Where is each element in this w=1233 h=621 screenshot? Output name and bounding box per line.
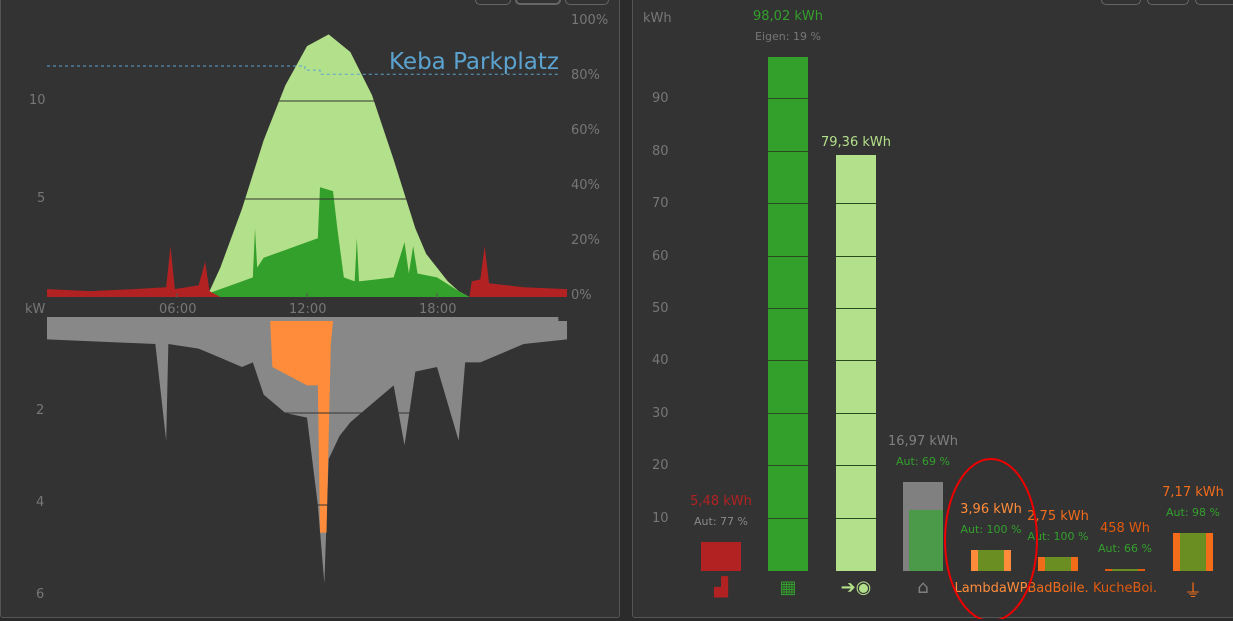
y-tick: 80	[652, 143, 669, 159]
pct-tick: 40%	[571, 178, 600, 193]
gridline	[836, 360, 876, 362]
y-tick: 6	[36, 587, 45, 602]
y-tick: 70	[652, 196, 669, 212]
x-tick: 18:00	[419, 302, 457, 317]
bar-value: 7,17 kWh	[1162, 485, 1224, 501]
gridline	[768, 412, 808, 414]
bar-value: 98,02 kWh	[753, 9, 823, 25]
x-tick: 12:00	[289, 302, 327, 317]
y-tick: 20	[652, 458, 669, 474]
power-chart-panel: 10 5 100% 80% 60% 40% 20% 0% kW 06:00 12…	[0, 0, 620, 618]
bar[interactable]	[1173, 533, 1213, 571]
bar-subtext: Aut: 77 %	[694, 515, 748, 529]
bar-value: 5,48 kWh	[690, 494, 752, 510]
y-tick: 40	[652, 353, 669, 369]
keba-annotation: Keba Parkplatz	[389, 49, 559, 75]
gridline	[768, 465, 808, 467]
gridline	[768, 517, 808, 519]
grid-export-icon: ➔◉	[840, 577, 872, 598]
bar[interactable]	[1105, 568, 1145, 571]
bar-value: 458 Wh	[1099, 520, 1151, 536]
gridline	[836, 307, 876, 309]
range-button-2[interactable]	[515, 0, 561, 5]
energy-bar-panel: kWh 90 80 70 60 50 40 30 20 10 5,48 kWh Aut: 77 %…	[632, 0, 1233, 619]
y-tick: 10	[652, 510, 669, 526]
range-button-b[interactable]	[1147, 0, 1189, 5]
y-tick: 5	[37, 191, 46, 206]
power-chart	[47, 34, 568, 584]
bar-name[interactable]: BadBoile.	[1027, 581, 1089, 596]
bar[interactable]	[903, 482, 943, 571]
unit-label: kW	[25, 302, 46, 317]
bar-self-part	[909, 509, 943, 571]
gridline	[768, 98, 808, 100]
unit-label: kWh	[643, 11, 672, 26]
bar-subtext: Aut: 100 %	[1027, 529, 1089, 543]
gridline	[836, 255, 876, 257]
gridline	[768, 150, 808, 152]
self-consumption-area	[198, 187, 470, 297]
bar-name[interactable]: KucheBoi.	[1092, 581, 1158, 596]
bar-value: 16,97 kWh	[888, 434, 958, 450]
x-tick: 06:00	[159, 302, 197, 317]
bar-value: 79,36 kWh	[821, 135, 891, 151]
bar[interactable]	[701, 542, 741, 571]
bar-subtext: Aut: 98 %	[1166, 506, 1220, 520]
gridline	[768, 307, 808, 309]
solar-panel-icon: ▦	[779, 577, 797, 598]
gridline	[836, 517, 876, 519]
pct-tick: 20%	[571, 233, 600, 248]
y-tick: 90	[652, 91, 669, 107]
gridline	[768, 203, 808, 205]
y-tick: 4	[36, 495, 45, 510]
bar[interactable]	[971, 550, 1011, 571]
factory-icon: ▟	[714, 577, 728, 598]
bar[interactable]	[836, 155, 876, 571]
y-tick: 10	[29, 93, 46, 108]
pct-tick: 100%	[571, 13, 609, 28]
gridline	[768, 255, 808, 257]
gridline	[768, 360, 808, 362]
pct-tick: 80%	[571, 68, 600, 83]
range-button-a[interactable]	[1101, 0, 1141, 5]
y-tick: 50	[652, 301, 669, 316]
range-button-c[interactable]	[1195, 0, 1233, 5]
y-tick: 30	[652, 405, 669, 421]
home-icon: ⌂	[917, 577, 929, 598]
grid-import-area	[47, 246, 568, 297]
gridline	[836, 465, 876, 467]
pct-tick: 0%	[571, 288, 592, 303]
bar[interactable]	[768, 57, 808, 571]
bar-subtext: Aut: 66 %	[1098, 541, 1152, 555]
pv-area	[198, 34, 470, 298]
bar-subtext: Eigen: 19 %	[755, 30, 821, 44]
y-tick: 60	[652, 248, 669, 264]
wallbox-area	[270, 321, 334, 533]
bar-subtext: Aut: 69 %	[896, 455, 950, 469]
plug-icon: ⏚	[1184, 581, 1202, 602]
pct-tick: 60%	[571, 123, 600, 138]
consumption-baseline	[47, 317, 559, 321]
gridline	[836, 203, 876, 205]
bar-value: 2,75 kWh	[1027, 508, 1089, 524]
bar[interactable]	[1038, 556, 1078, 571]
y-tick: 2	[36, 403, 45, 418]
gridline	[836, 412, 876, 414]
